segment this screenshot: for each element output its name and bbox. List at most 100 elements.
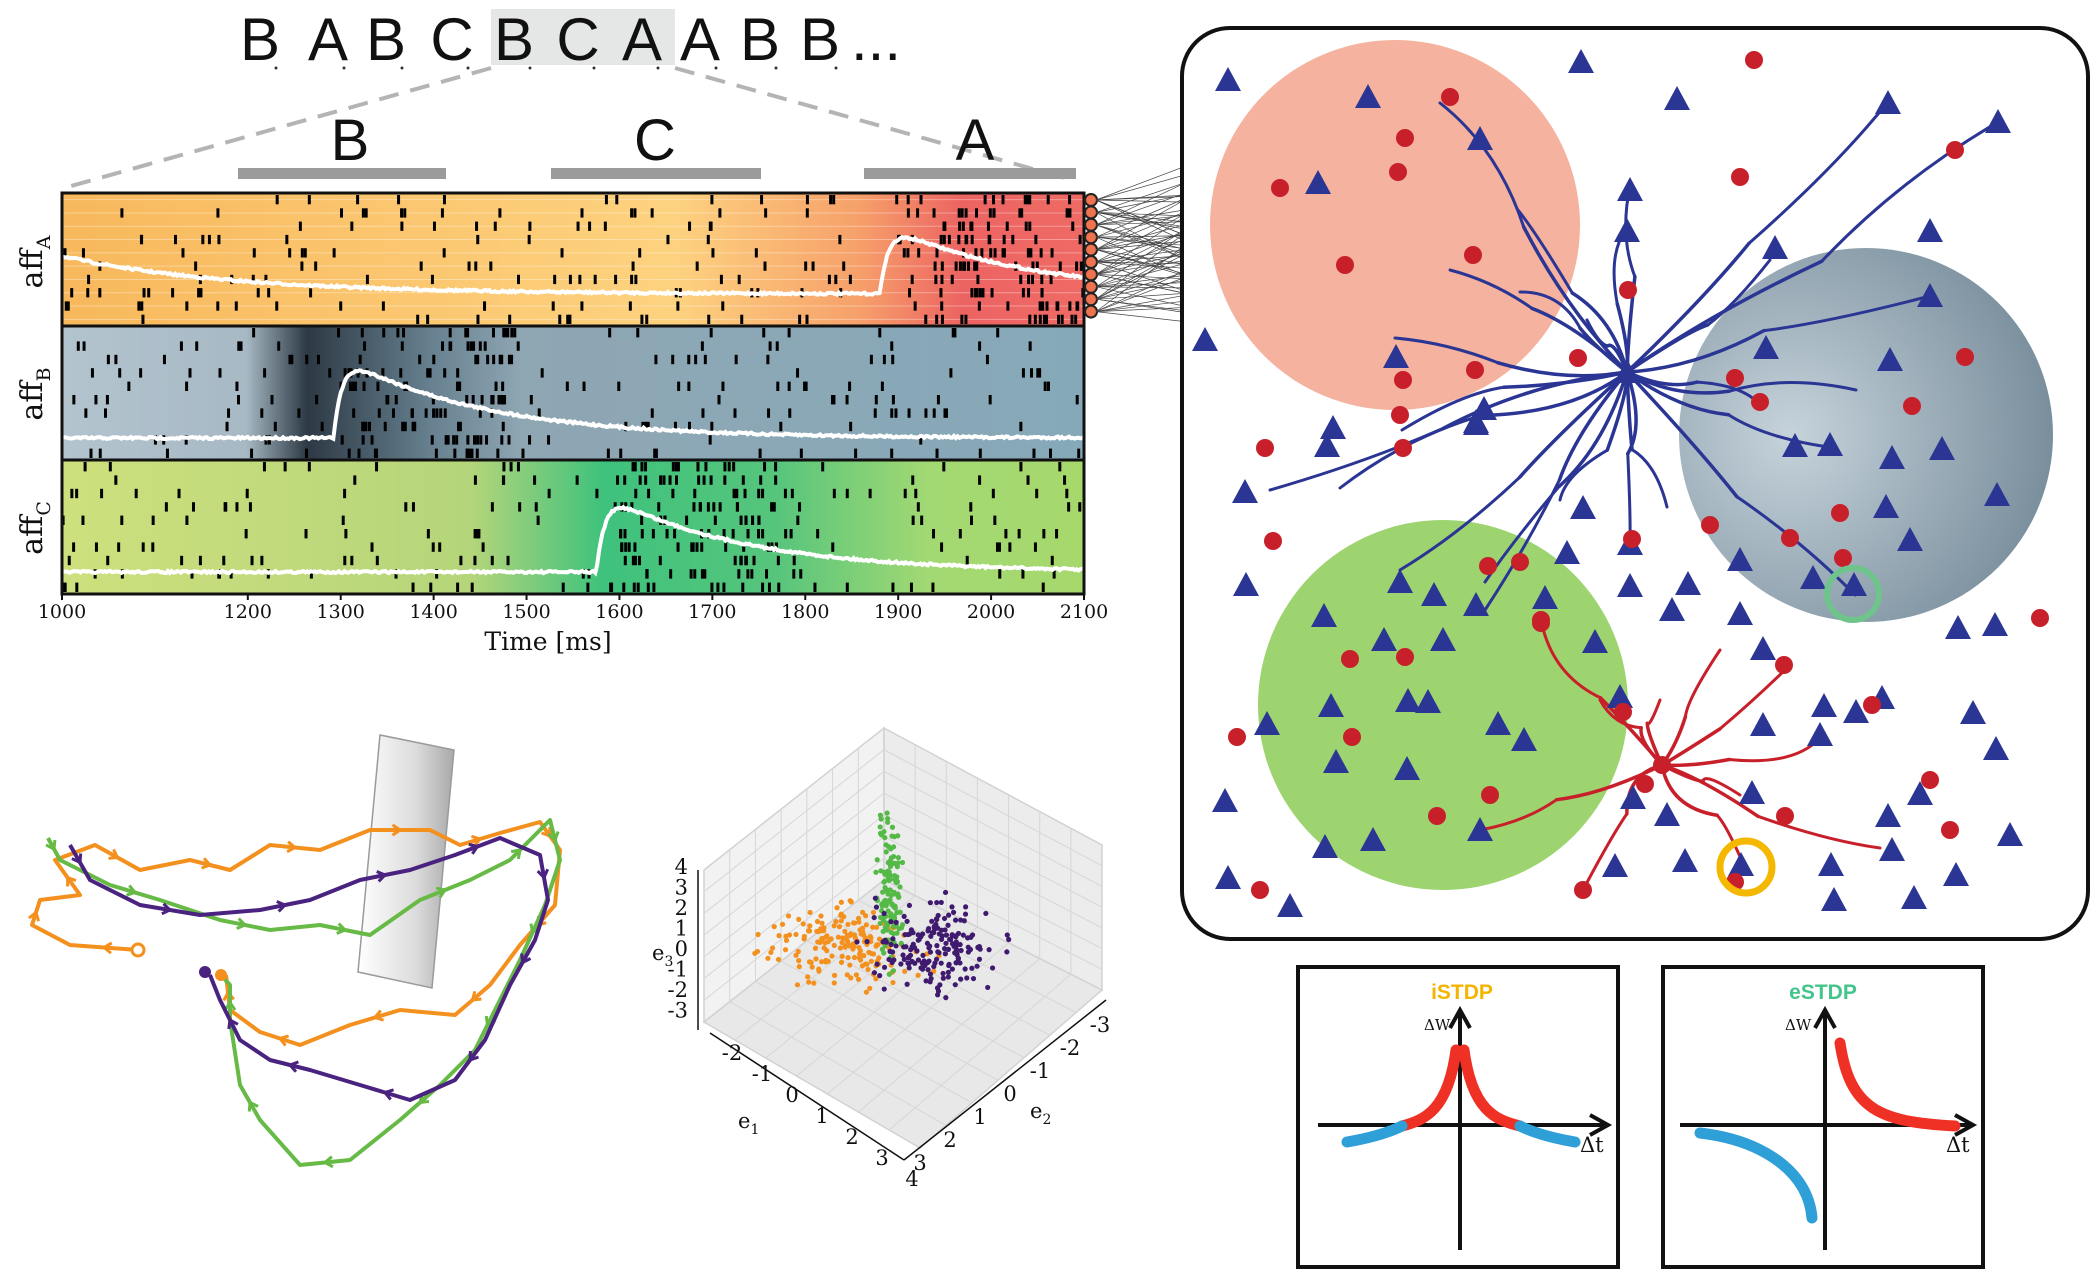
e2-tick-label: 2: [943, 1128, 956, 1152]
excitatory-neuron: [1782, 433, 1808, 457]
scatter-point-purple: [953, 933, 959, 939]
excitatory-neuron: [1254, 711, 1280, 735]
istdp-curve-red: [1396, 1044, 1526, 1132]
inhibitory-highlight-ring: [1716, 837, 1776, 897]
scatter-point-purple: [958, 976, 964, 982]
scatter-point-orange: [840, 935, 846, 941]
scatter-point-green: [877, 920, 883, 927]
scatter-point-purple: [887, 948, 893, 954]
scatter-point-orange: [794, 982, 801, 988]
inhibitory-neuron: [1834, 549, 1852, 567]
trajectory-arrow: [510, 848, 522, 860]
sequence-token: B: [800, 6, 840, 73]
scatter-point-orange: [851, 943, 857, 949]
segment-label-b: B: [331, 108, 370, 173]
segment-label-c: C: [634, 108, 676, 173]
scatter-point-orange: [864, 961, 870, 967]
afferent-neuron: [1084, 205, 1098, 220]
scatter-point-purple: [941, 915, 948, 922]
scatter-point-green: [887, 887, 893, 893]
excitatory-dendrite: [1516, 208, 1574, 295]
inhibitory-neuron: [1428, 807, 1446, 825]
scatter-point-orange: [824, 948, 830, 954]
scatter-point-purple: [891, 957, 897, 963]
trajectory-arrow: [223, 999, 237, 1011]
scatter-point-green: [894, 909, 900, 916]
scatter-point-green: [878, 868, 884, 874]
excitatory-neuron: [1463, 592, 1489, 616]
scatter-point-orange: [839, 939, 845, 946]
scatter-point-orange: [873, 976, 879, 982]
scatter-point-purple: [968, 934, 974, 940]
scatter-point-orange: [819, 935, 826, 942]
scatter-point-green: [884, 810, 890, 816]
trajectory-panel: [27, 734, 562, 1169]
scatter-point-purple: [933, 916, 940, 922]
scatter-point-orange: [782, 947, 789, 953]
scatter-point-orange: [844, 972, 850, 978]
trajectory-start-dot: [199, 966, 211, 978]
scatter-point-purple: [874, 961, 880, 967]
estdp-dt-label: Δt: [1946, 1133, 1970, 1157]
excitatory-neuron: [1897, 527, 1923, 551]
inhibitory-neuron: [1623, 530, 1641, 548]
excitatory-dendrite: [1747, 101, 1889, 245]
excitatory-dendrite: [1502, 370, 1629, 389]
trajectory-arrow: [286, 840, 298, 854]
inhibitory-neuron: [1441, 88, 1459, 106]
excitatory-neuron: [1762, 235, 1788, 259]
excitatory-neuron: [1371, 627, 1397, 651]
scatter-point-purple: [938, 960, 944, 966]
inhibitory-neuron: [1956, 348, 1974, 366]
inhibitory-neuron: [1466, 361, 1484, 379]
excitatory-neuron: [1917, 283, 1943, 307]
scatter-point-purple: [905, 931, 911, 938]
scatter-point-purple: [974, 963, 980, 969]
scatter-point-purple: [871, 970, 878, 976]
inhibitory-neuron: [1264, 532, 1282, 550]
scatter-point-green: [883, 842, 889, 848]
inhibitory-neuron: [1903, 397, 1921, 415]
scatter-point-purple: [941, 945, 948, 952]
excitatory-neuron: [1395, 688, 1421, 712]
e3-axis-label: e3: [652, 941, 673, 970]
x-tick-label: 1000: [38, 601, 86, 623]
scatter-point-green: [890, 853, 897, 860]
scatter-point-orange: [838, 911, 844, 917]
excitatory-neuron: [1929, 436, 1955, 460]
inhibitory-neuron: [1391, 406, 1409, 424]
excitatory-dendrite: [1557, 370, 1629, 482]
scatter-point-orange: [868, 950, 874, 957]
sequence-token: B: [240, 6, 280, 73]
excitatory-dendrite: [1762, 294, 1932, 333]
scatter-point-orange: [805, 974, 811, 980]
x-tick-label: 1600: [595, 601, 643, 623]
scatter-point-green: [897, 884, 903, 890]
e3-tick-label: -1: [668, 958, 688, 982]
scatter-point-orange: [786, 932, 793, 938]
svg-text:affC: affC: [15, 501, 55, 555]
scatter-point-purple: [873, 904, 880, 910]
scatter-point-purple: [918, 965, 924, 971]
scatter-point-orange: [860, 909, 866, 915]
scatter-point-orange: [818, 913, 824, 919]
excitatory-neuron: [1415, 689, 1441, 713]
scatter-point-purple: [877, 973, 883, 979]
estdp-panel: eSTDP ΔW Δt: [1661, 965, 1985, 1269]
scatter-point-orange: [915, 972, 921, 978]
excitatory-dendrite: [1558, 448, 1609, 502]
scatter-point-orange: [842, 944, 848, 950]
scatter-point-orange: [865, 966, 871, 973]
scatter-point-purple: [940, 975, 946, 981]
excitatory-neuron: [1800, 565, 1826, 589]
scatter-point-orange: [752, 950, 758, 956]
scatter-point-green: [896, 894, 902, 900]
excitatory-neuron: [1215, 865, 1241, 889]
excitatory-neuron: [1727, 547, 1753, 571]
trajectory-arrow: [372, 1009, 385, 1022]
scatter-point-green: [885, 908, 891, 914]
scatter-point-purple: [925, 959, 931, 966]
excitatory-neuron: [1360, 827, 1386, 851]
scatter-point-orange: [779, 921, 786, 927]
scatter-point-orange: [807, 923, 813, 929]
